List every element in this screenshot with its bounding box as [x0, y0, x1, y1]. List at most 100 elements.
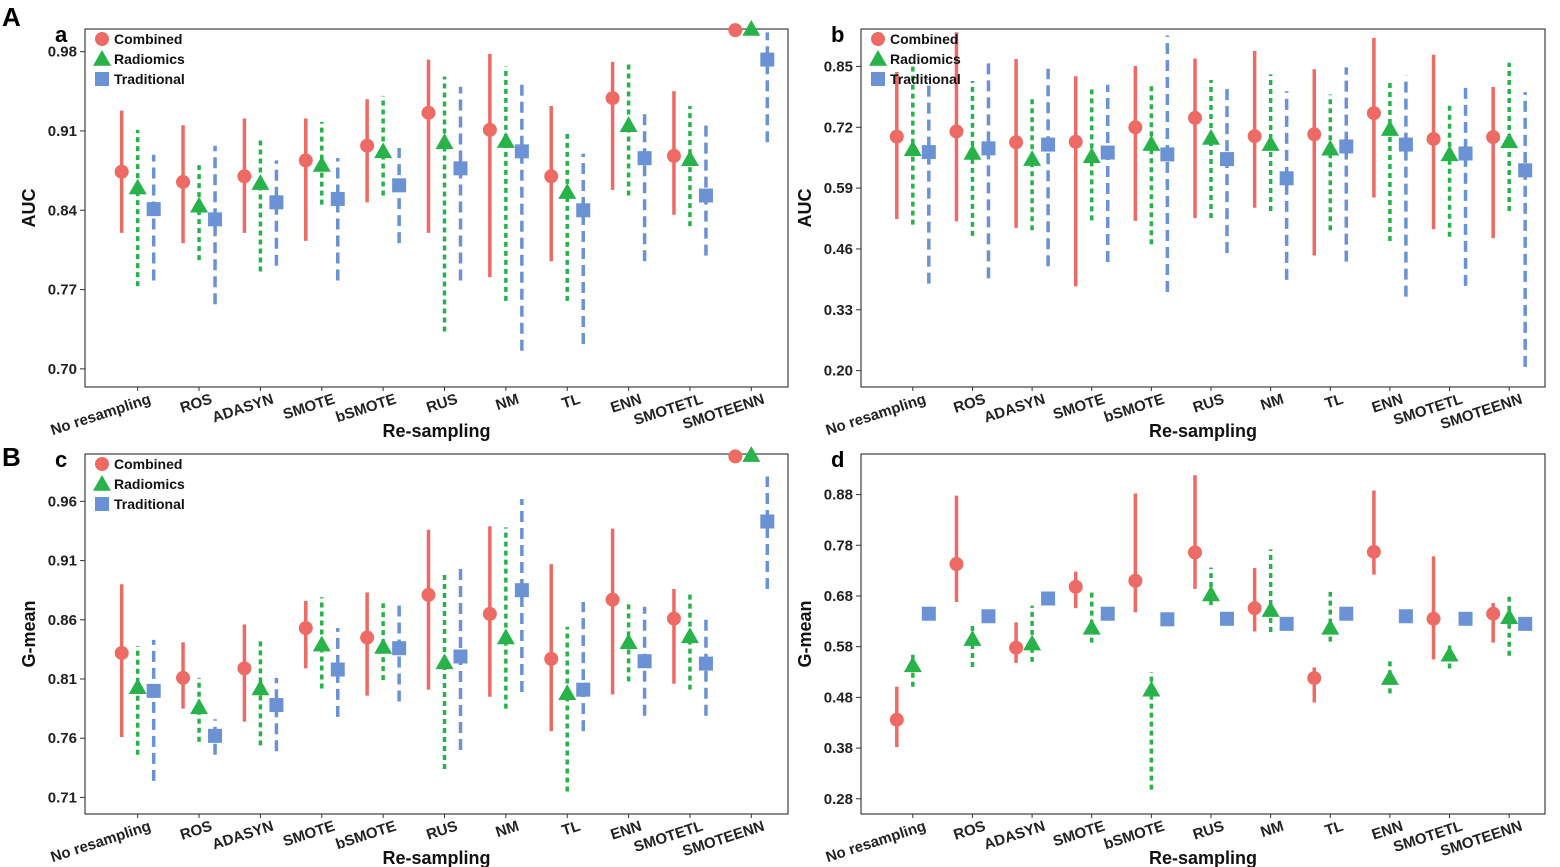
series-traditional — [146, 476, 775, 781]
section-label-a: A — [2, 2, 21, 32]
point-combined-tl — [1307, 127, 1322, 142]
point-combined-smotetl — [666, 148, 681, 163]
point-radiomics-smote — [312, 635, 331, 652]
point-radiomics-rus — [435, 653, 454, 670]
point-traditional-no-resampling — [146, 202, 161, 217]
point-combined-adasyn — [1009, 640, 1024, 655]
point-combined-adasyn — [1009, 135, 1024, 150]
y-axis-label-d: G-mean — [795, 600, 815, 667]
point-traditional-smotetl — [698, 188, 713, 203]
y-tick-label: 0.72 — [824, 119, 853, 136]
point-traditional-adasyn — [269, 698, 284, 713]
point-traditional-smote — [1100, 606, 1115, 621]
point-combined-rus — [1188, 110, 1202, 125]
point-combined-enn — [1366, 106, 1381, 121]
point-combined-tl — [544, 169, 559, 184]
point-combined-nm — [1247, 129, 1262, 144]
x-tick-label-adasyn: ADASYN — [210, 391, 275, 427]
point-traditional-enn — [1398, 137, 1413, 152]
legend-label-radiomics: Radiomics — [114, 476, 185, 492]
legend-marker-traditional — [95, 497, 109, 511]
y-tick-label: 0.71 — [48, 789, 77, 806]
x-tick-label-nm: NM — [1258, 818, 1285, 841]
point-radiomics-adasyn — [1023, 150, 1042, 166]
series-traditional — [921, 35, 1533, 367]
point-combined-smoteenn — [1486, 606, 1501, 621]
panel-letter-c: c — [55, 447, 67, 472]
point-traditional-enn — [637, 151, 652, 166]
section-label-b: B — [2, 442, 21, 472]
y-tick-label: 0.91 — [48, 553, 77, 570]
x-tick-label-ros: ROS — [178, 391, 214, 417]
series-traditional — [921, 591, 1533, 631]
point-traditional-smotetl — [698, 656, 713, 671]
point-traditional-adasyn — [1041, 137, 1056, 152]
point-radiomics-nm — [496, 132, 515, 148]
point-radiomics-ros — [190, 196, 209, 213]
point-combined-smote — [1068, 134, 1083, 149]
point-traditional-smoteenn — [1518, 163, 1533, 178]
point-radiomics-no-resampling — [128, 678, 147, 695]
x-tick-label-tl: TL — [1323, 818, 1346, 840]
plot-frame-c — [84, 453, 789, 815]
point-traditional-tl — [1339, 139, 1354, 154]
x-tick-label-no-resampling: No resampling — [49, 818, 153, 866]
x-tick-label-rus: RUS — [424, 391, 459, 417]
point-combined-adasyn — [237, 661, 252, 676]
legend-label-combined: Combined — [114, 456, 182, 472]
series-radiomics — [128, 446, 761, 792]
point-radiomics-bsmote — [1142, 680, 1161, 697]
point-combined-smotetl — [1426, 131, 1441, 146]
point-combined-rus — [421, 105, 436, 120]
point-traditional-bsmote — [1160, 612, 1175, 627]
point-combined-ros — [949, 124, 964, 139]
point-traditional-smoteenn — [760, 52, 775, 67]
x-tick-label-nm: NM — [494, 818, 521, 841]
point-radiomics-smotetl — [1440, 645, 1459, 662]
point-radiomics-adasyn — [251, 679, 270, 696]
point-combined-ros — [176, 670, 191, 685]
point-radiomics-smoteenn — [1500, 132, 1519, 149]
point-combined-smoteenn — [728, 449, 743, 464]
point-combined-bsmote — [1128, 573, 1143, 588]
y-tick-label: 0.96 — [48, 493, 77, 510]
point-combined-smote — [298, 621, 313, 636]
legend-marker-radiomics — [93, 475, 111, 491]
x-tick-label-tl: TL — [1323, 391, 1346, 413]
legend-label-traditional: Traditional — [114, 496, 185, 512]
point-radiomics-smote — [1082, 147, 1101, 164]
legend-b: Combined Radiomics Traditional — [869, 31, 961, 87]
point-radiomics-nm — [1261, 601, 1280, 617]
legend-marker-radiomics — [869, 50, 887, 66]
point-radiomics-enn — [1380, 120, 1399, 136]
point-traditional-no-resampling — [146, 683, 161, 698]
x-tick-label-adasyn: ADASYN — [982, 818, 1047, 854]
point-radiomics-tl — [558, 684, 577, 700]
legend-label-traditional: Traditional — [890, 71, 961, 87]
legend-marker-combined — [871, 32, 885, 46]
x-axis-label-c: Re-sampling — [382, 848, 490, 867]
point-radiomics-smoteenn — [742, 20, 761, 36]
point-radiomics-no-resampling — [128, 178, 147, 195]
legend-marker-radiomics — [93, 50, 111, 66]
y-tick-label: 0.98 — [48, 44, 77, 61]
plot-frame-a — [84, 28, 789, 388]
point-radiomics-enn — [1380, 669, 1399, 685]
point-radiomics-smotetl — [680, 150, 699, 167]
point-combined-enn — [605, 91, 620, 106]
point-traditional-no-resampling — [921, 145, 936, 160]
y-tick-label: 0.77 — [48, 282, 77, 299]
x-axis-label-b: Re-sampling — [1149, 421, 1257, 441]
point-radiomics-tl — [1321, 618, 1340, 635]
panel-letter-d: d — [831, 447, 844, 472]
point-traditional-enn — [637, 654, 652, 669]
point-combined-smote — [1068, 579, 1083, 594]
point-traditional-ros — [208, 728, 223, 743]
y-tick-label: 0.91 — [48, 123, 77, 140]
point-traditional-smote — [330, 191, 345, 206]
legend-label-traditional: Traditional — [114, 71, 185, 87]
point-combined-smotetl — [1426, 611, 1441, 626]
point-traditional-tl — [1339, 606, 1354, 621]
y-tick-label: 0.48 — [824, 689, 853, 706]
